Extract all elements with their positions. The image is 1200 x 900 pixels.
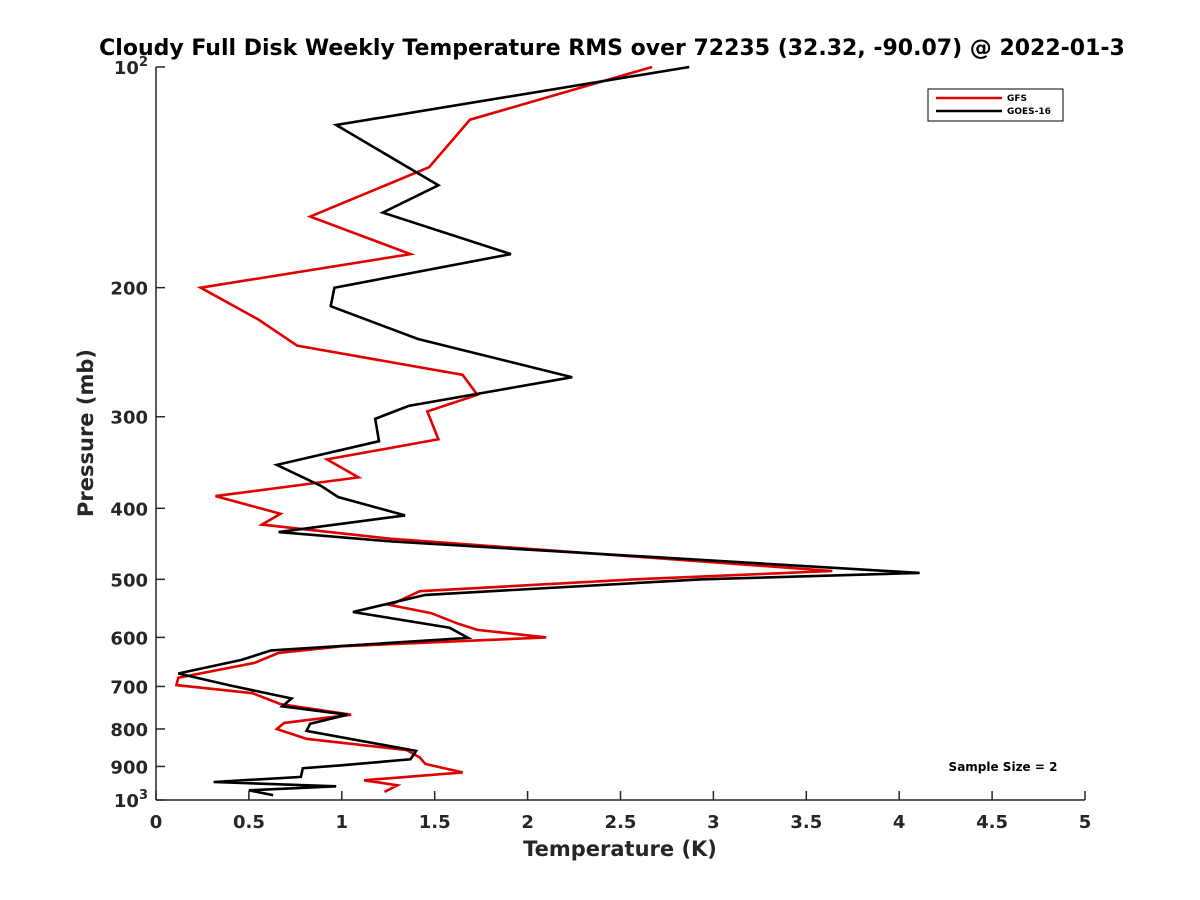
x-tick-label: 1.5 — [419, 812, 451, 833]
x-tick-label: 4 — [893, 812, 906, 833]
chart-title: Cloudy Full Disk Weekly Temperature RMS … — [99, 36, 1125, 61]
series-line-goes-16 — [178, 65, 920, 797]
x-axis-label: Temperature (K) — [523, 837, 717, 861]
y-tick-label: 700 — [110, 677, 148, 698]
y-axis-ticks: 102 200 300 400 500 600 700 800 900 103 — [110, 55, 165, 812]
x-tick-label: 1 — [336, 812, 349, 833]
legend-box — [927, 88, 1064, 122]
y-tick-label: 400 — [110, 499, 148, 520]
y-tick-label: 103 — [114, 788, 148, 812]
x-tick-label: 2.5 — [605, 812, 637, 833]
x-tick-label: 3 — [707, 812, 720, 833]
y-tick-label: 900 — [110, 757, 148, 778]
y-tick-label: 102 — [114, 55, 148, 79]
y-tick-label: 500 — [110, 570, 148, 591]
y-axis-label: Pressure (mb) — [74, 349, 98, 517]
x-tick-label: 0.5 — [233, 812, 265, 833]
legend-label-gfs: GFS — [1007, 94, 1027, 104]
legend-label-goes-16: GOES-16 — [1007, 107, 1051, 117]
x-tick-label: 0 — [150, 812, 163, 833]
plot-lines — [174, 65, 920, 797]
y-tick-label: 300 — [110, 408, 148, 429]
x-tick-label: 5 — [1079, 812, 1092, 833]
x-tick-label: 3.5 — [790, 812, 822, 833]
y-tick-label: 200 — [110, 279, 148, 300]
sample-size-annotation: Sample Size = 2 — [949, 760, 1058, 774]
series-line-gfs — [174, 65, 833, 794]
y-tick-label: 600 — [110, 628, 148, 649]
x-tick-label: 4.5 — [976, 812, 1008, 833]
x-tick-label: 2 — [521, 812, 534, 833]
y-tick-label: 800 — [110, 720, 148, 741]
legend: GFS GOES-16 — [927, 88, 1064, 122]
x-axis-ticks: 0 0.5 1 1.5 2 2.5 3 3.5 4 4.5 5 — [150, 791, 1092, 833]
